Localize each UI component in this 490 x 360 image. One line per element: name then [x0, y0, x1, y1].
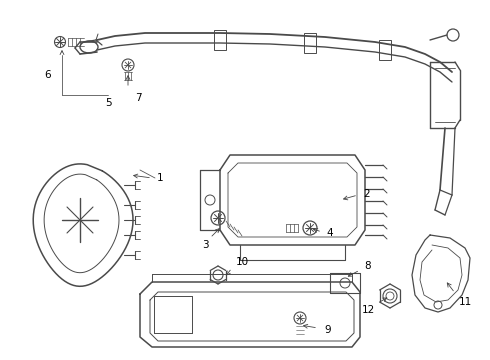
Text: 8: 8	[365, 261, 371, 271]
Text: 10: 10	[235, 257, 248, 267]
Text: 11: 11	[458, 297, 472, 307]
Text: 3: 3	[202, 240, 208, 250]
Text: 9: 9	[325, 325, 331, 335]
Text: 5: 5	[105, 98, 111, 108]
Bar	[304, 33, 316, 53]
Text: 6: 6	[45, 70, 51, 80]
Text: 7: 7	[135, 93, 141, 103]
Bar	[379, 40, 391, 60]
Bar	[214, 30, 226, 50]
Text: 12: 12	[362, 305, 375, 315]
Text: 4: 4	[327, 228, 333, 238]
Text: 2: 2	[364, 189, 370, 199]
Text: 1: 1	[157, 173, 163, 183]
